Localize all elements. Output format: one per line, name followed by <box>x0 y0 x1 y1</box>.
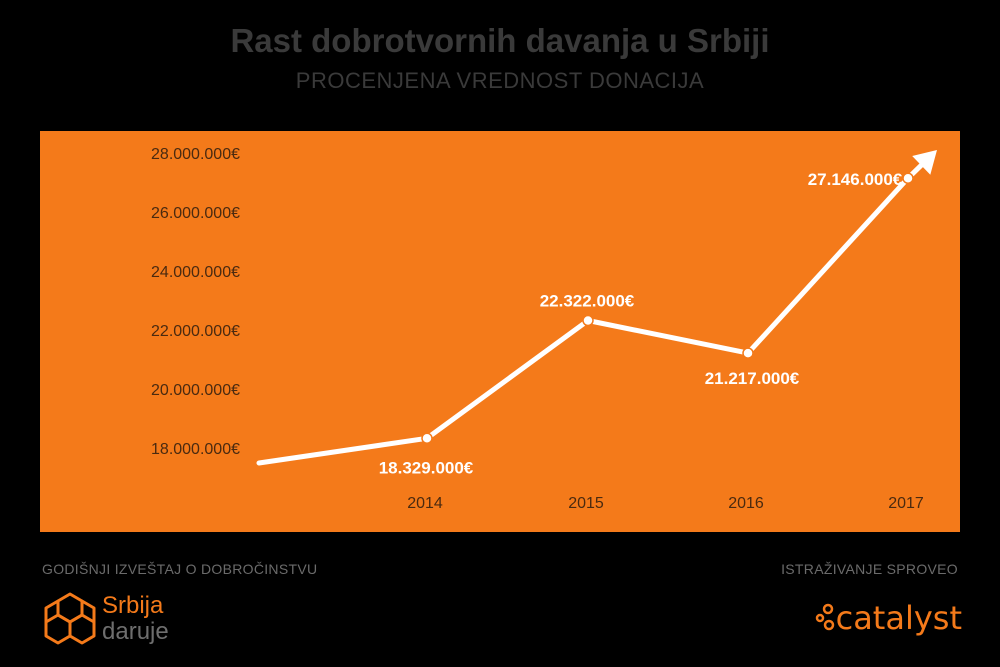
data-label: 21.217.000€ <box>705 369 800 388</box>
dots-logo-icon <box>815 603 834 631</box>
x-tick-label: 2014 <box>407 495 443 512</box>
srbija-daruje-logo: Srbija daruje <box>42 590 202 650</box>
catalyst-logo-text: catalyst <box>835 599 962 637</box>
y-tick-label: 20.000.000€ <box>151 382 240 399</box>
page-title: Rast dobrotvornih davanja u Srbiji <box>230 22 770 59</box>
data-label: 27.146.000€ <box>808 170 903 189</box>
x-tick-label: 2016 <box>728 495 764 512</box>
data-point <box>582 314 594 327</box>
research-caption: ISTRAŽIVANJE SPROVEO <box>781 561 958 577</box>
page-subtitle: PROCENJENA VREDNOST DONACIJA <box>295 68 705 93</box>
x-tick-label: 2015 <box>568 495 604 512</box>
y-tick-label: 18.000.000€ <box>151 441 240 458</box>
data-label: 18.329.000€ <box>379 458 474 477</box>
y-tick-label: 22.000.000€ <box>151 323 240 340</box>
chart-panel: 18.000.000€ 20.000.000€ 22.000.000€ 24.000.… <box>40 131 960 532</box>
y-tick-label: 26.000.000€ <box>151 205 240 222</box>
trend-arrow-head <box>912 150 937 175</box>
series-line <box>256 162 924 466</box>
catalyst-logo: catalyst <box>814 598 962 638</box>
y-tick-label: 24.000.000€ <box>151 264 240 281</box>
lattice-logo-icon <box>44 592 96 645</box>
report-caption: GODIŠNJI IZVEŠTAJ O DOBROČINSTVU <box>42 561 318 577</box>
data-point <box>421 432 433 445</box>
data-label: 22.322.000€ <box>540 292 635 311</box>
data-point <box>742 347 754 359</box>
x-tick-label: 2017 <box>888 495 924 512</box>
logo-text-srbija: Srbija <box>102 592 164 619</box>
data-point <box>902 172 914 184</box>
y-tick-label: 28.000.000€ <box>151 146 240 163</box>
line-chart: 18.000.000€ 20.000.000€ 22.000.000€ 24.000.… <box>151 146 937 512</box>
logo-text-daruje: daruje <box>102 618 169 645</box>
